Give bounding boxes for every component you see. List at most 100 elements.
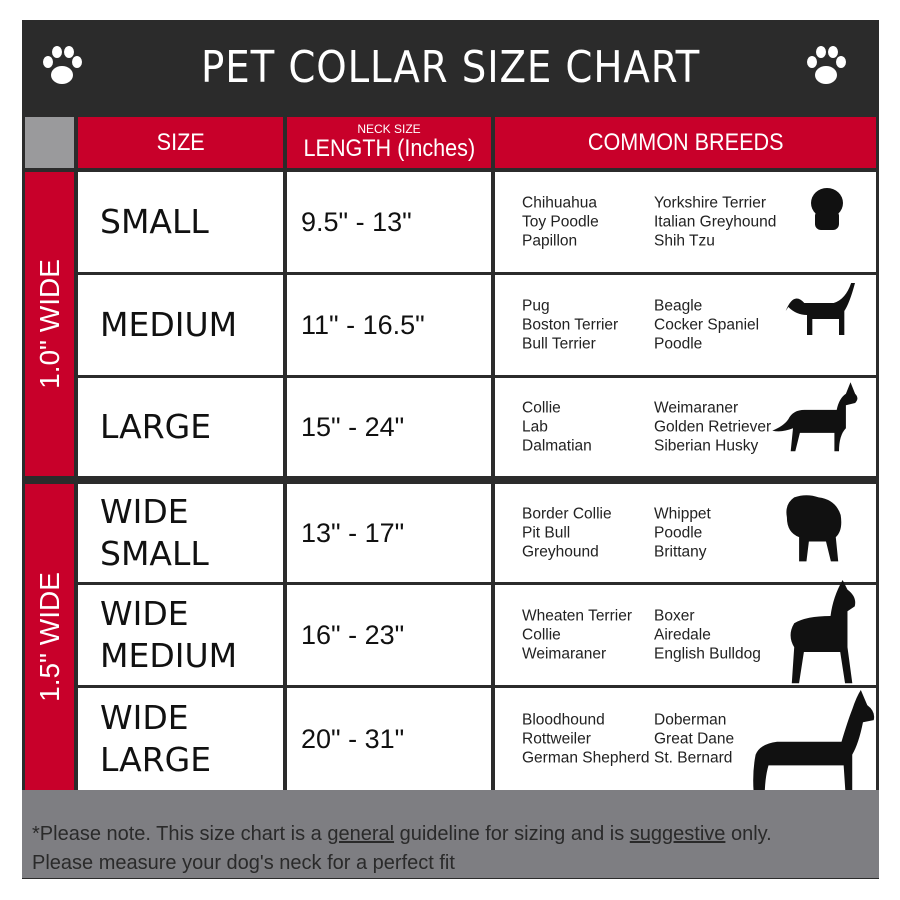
size-text: LARGE [100, 407, 212, 446]
breeds-list: Bloodhound Rottweiler German Shepherd [522, 711, 650, 768]
breed-name: Pug [522, 297, 550, 315]
breeds-cell: Chihuahua Toy Poodle Papillon Yorkshire Te… [495, 172, 876, 272]
breed-name: Beagle [654, 297, 703, 315]
breed-name: English Bulldog [654, 645, 761, 663]
breed-name: Pit Bull [522, 524, 571, 542]
size-text: WIDE [100, 492, 189, 531]
size-label: MEDIUM [78, 304, 237, 346]
paw-icon [43, 46, 82, 84]
group-1-0-wide: 1.0" WIDE [25, 172, 74, 476]
length-cell: 20" - 31" [287, 688, 491, 790]
breed-name: Weimaraner [654, 399, 739, 417]
breed-name: Border Collie [522, 505, 612, 523]
breeds-cell: Bloodhound Rottweiler German Shepherd Dobe… [495, 688, 876, 790]
size-text: SMALL [100, 534, 209, 573]
header-length-label: LENGTH (Inches) [303, 134, 475, 162]
size-label: WIDE SMALL [78, 491, 209, 575]
group-1-5-wide: 1.5" WIDE [25, 484, 74, 790]
breed-name: Great Dane [654, 730, 735, 748]
breed-name: Siberian Husky [654, 437, 759, 455]
small-dog-silhouette-icon [811, 188, 843, 230]
size-cell: SMALL [78, 172, 283, 272]
breed-name: Shih Tzu [654, 232, 715, 250]
header-breeds-label: COMMON BREEDS [587, 128, 784, 156]
breed-name: Doberman [654, 711, 727, 729]
breed-name: Dalmatian [522, 437, 592, 455]
breed-name: Wheaten Terrier [522, 607, 632, 625]
breed-name: Collie [522, 399, 561, 417]
pitbull-silhouette-icon [790, 580, 856, 684]
breeds-list: Border Collie Pit Bull Greyhound [522, 505, 612, 562]
size-label: WIDE LARGE [78, 697, 211, 781]
size-label: SMALL [78, 201, 209, 243]
breed-name: German Shepherd [522, 749, 650, 767]
header-corner [25, 117, 74, 168]
size-cell: WIDE SMALL [78, 484, 283, 582]
length-cell: 13" - 17" [287, 484, 491, 582]
length-cell: 11" - 16.5" [287, 275, 491, 375]
large-dog-silhouette-icon [772, 382, 858, 452]
dachshund-silhouette-icon [785, 283, 855, 335]
size-cell: LARGE [78, 378, 283, 476]
breed-name: Airedale [654, 626, 711, 644]
size-text: WIDE [100, 594, 189, 633]
breed-name: Bull Terrier [522, 335, 596, 353]
breed-name: Poodle [654, 524, 703, 542]
header-size: SIZE [78, 117, 283, 168]
paw-icon [807, 46, 846, 84]
breed-name: Chihuahua [522, 194, 597, 212]
breed-name: Weimaraner [522, 645, 607, 663]
page-title: PET COLLAR SIZE CHART [200, 42, 701, 93]
doberman-silhouette-icon [753, 690, 875, 830]
note-text: guideline for sizing and is [394, 823, 630, 845]
length-value: 16" - 23" [301, 619, 405, 650]
header-breeds: COMMON BREEDS [495, 117, 876, 168]
note-text: *Please note. This size chart is a [32, 823, 328, 845]
breed-name: St. Bernard [654, 749, 733, 767]
header-size-label: SIZE [156, 128, 205, 156]
footer-note: *Please note. This size chart is a gener… [22, 790, 879, 878]
breed-name: Italian Greyhound [654, 213, 777, 231]
note-underlined: suggestive [629, 823, 726, 845]
size-text: SMALL [100, 202, 209, 241]
breeds-list: Wheaten Terrier Collie Weimaraner [522, 607, 632, 664]
breeds-list: Pug Boston Terrier Bull Terrier [522, 297, 618, 354]
breed-name: Cocker Spaniel [654, 316, 760, 334]
breed-name: Poodle [654, 335, 703, 353]
bulldog-silhouette-icon [786, 495, 842, 562]
breeds-list: Chihuahua Toy Poodle Papillon [522, 194, 599, 251]
size-cell: WIDE MEDIUM [78, 585, 283, 685]
breed-name: Greyhound [522, 543, 599, 561]
note-underlined: general [327, 823, 395, 845]
breed-name: Yorkshire Terrier [654, 194, 766, 212]
breed-name: Bloodhound [522, 711, 605, 729]
breeds-list: Collie Lab Dalmatian [522, 399, 592, 456]
size-cell: MEDIUM [78, 275, 283, 375]
breeds-list: Yorkshire Terrier Italian Greyhound Shih T… [654, 194, 776, 251]
breeds-list: Whippet Poodle Brittany [654, 505, 711, 562]
size-label: WIDE MEDIUM [78, 593, 237, 677]
size-text: WIDE [100, 698, 189, 737]
breed-name: Brittany [654, 543, 707, 561]
size-text: MEDIUM [100, 305, 238, 344]
size-text: LARGE [100, 740, 212, 779]
breed-name: Whippet [654, 505, 711, 523]
breeds-list: Doberman Great Dane St. Bernard [654, 711, 734, 768]
breed-name: Collie [522, 626, 561, 644]
size-cell: WIDE LARGE [78, 688, 283, 790]
header-length: NECK SIZE LENGTH (Inches) [287, 117, 491, 168]
length-cell: 15" - 24" [287, 378, 491, 476]
title-bar: PET COLLAR SIZE CHART [22, 20, 879, 115]
size-text: MEDIUM [100, 636, 238, 675]
header-neck-size-label: NECK SIZE [357, 121, 421, 136]
breeds-list: Beagle Cocker Spaniel Poodle [654, 297, 759, 354]
breeds-cell: Pug Boston Terrier Bull Terrier Beagle Cock… [495, 275, 876, 375]
length-value: 9.5" - 13" [301, 206, 412, 237]
note-line-2: Please measure your dog's neck for a per… [32, 852, 455, 874]
breed-name: Papillon [522, 232, 578, 250]
breed-name: Toy Poodle [522, 213, 599, 231]
length-value: 13" - 17" [301, 517, 405, 548]
group-label: 1.5" WIDE [33, 572, 65, 702]
breeds-list: Weimaraner Golden Retriever Siberian Husky [654, 399, 771, 456]
length-cell: 16" - 23" [287, 585, 491, 685]
